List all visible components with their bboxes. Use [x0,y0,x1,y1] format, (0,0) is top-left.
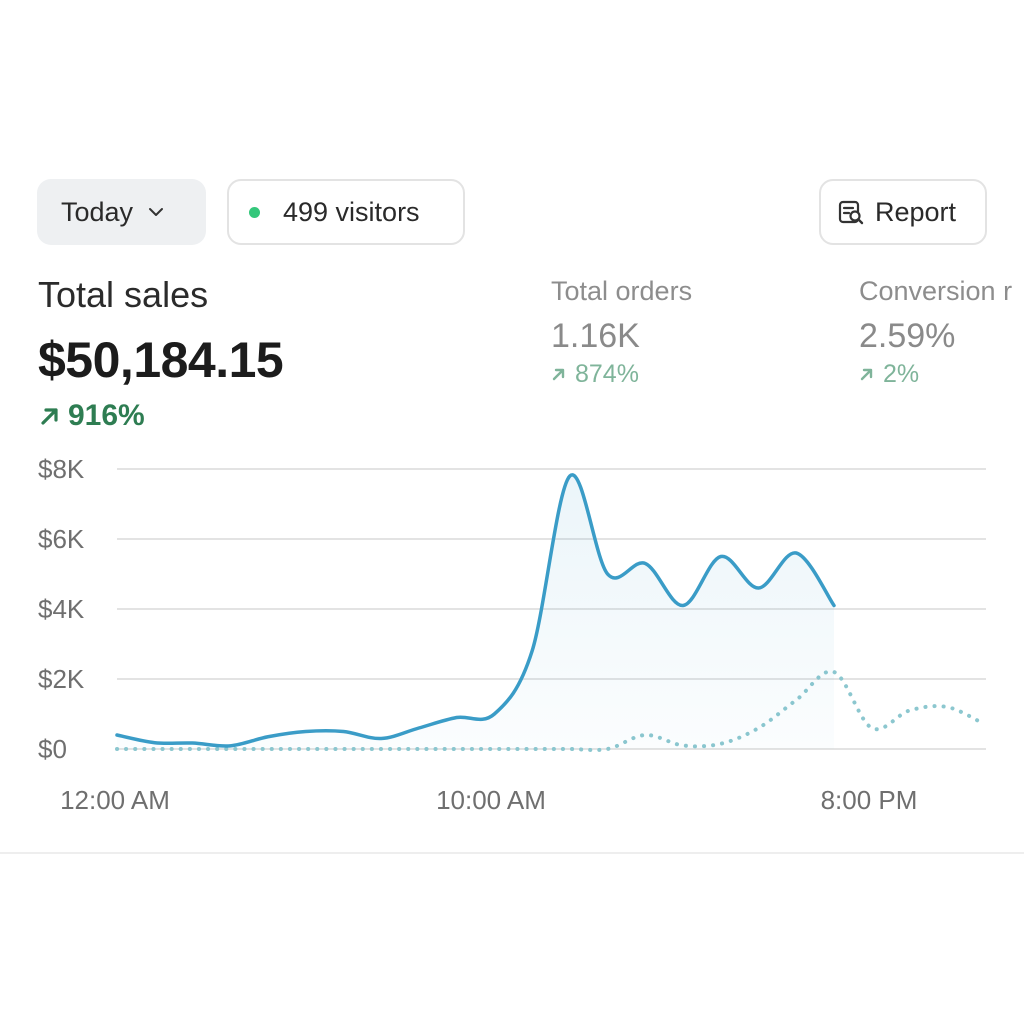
chevron-down-icon [147,203,165,221]
y-tick-label: $4K [38,594,85,624]
report-label: Report [875,196,957,227]
report-button[interactable]: Report [819,179,987,245]
live-visitors-button[interactable]: 499 visitors [227,179,465,245]
conversion-label: Conversion r [859,276,1013,306]
total-sales-label: Total sales [38,274,209,315]
y-tick-label: $2K [38,664,85,694]
sales-chart[interactable]: $8K $6K $4K $2K $0 12:00 AM 10:00 AM 8:00 PM [0,440,1024,830]
series-current-area [117,474,834,749]
toolbar: Today 499 visitors Report [37,179,987,245]
total-orders-value: 1.16K [551,317,640,355]
arrow-up-right-icon [552,368,565,381]
arrow-up-right-icon [41,408,58,425]
total-orders-delta: 874% [551,358,692,390]
section-divider [0,852,1024,854]
total-sales-value: $50,184.15 [38,332,284,388]
x-tick-label: 8:00 PM [821,785,918,815]
total-sales-delta: 916% [38,396,283,436]
total-orders-metric[interactable]: Total orders 1.16K 874% [551,274,692,390]
y-tick-label: $6K [38,524,85,554]
live-status-dot [249,206,260,218]
x-tick-label: 10:00 AM [436,785,546,815]
total-sales-delta-value: 916% [68,399,145,432]
arrow-up-right-icon [860,368,873,381]
conversion-delta-value: 2% [883,360,920,388]
total-orders-label: Total orders [551,276,693,306]
date-range-dropdown[interactable]: Today [37,179,206,245]
conversion-value: 2.59% [859,317,956,355]
total-orders-delta-value: 874% [575,360,639,388]
x-tick-label: 12:00 AM [60,785,170,815]
series-current-line [115,473,836,748]
y-tick-label: $0 [38,734,67,764]
visitors-label: 499 visitors [283,196,420,227]
conversion-metric[interactable]: Conversion r 2.59% 2% [859,274,1012,390]
report-icon [837,198,865,226]
date-range-label: Today [61,196,134,227]
y-tick-label: $8K [38,454,85,484]
total-sales-metric[interactable]: Total sales $50,184.15 916% [38,272,284,436]
conversion-delta: 2% [859,358,1012,390]
